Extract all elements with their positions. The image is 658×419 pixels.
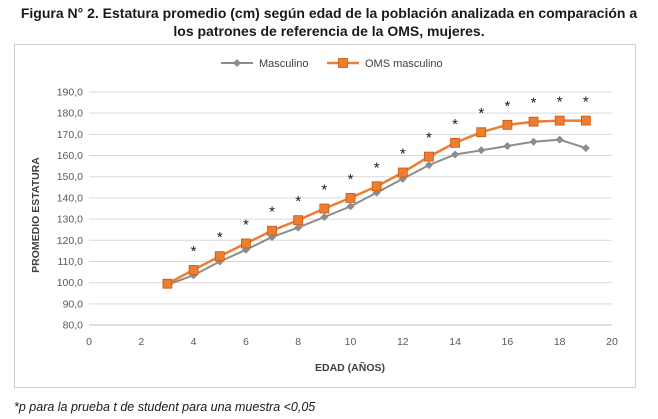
data-point-masculino xyxy=(451,150,460,159)
chart-frame: 80,0 90,0 100,0 110,0 120,0 130,0 140,0 150,0 16… xyxy=(14,44,636,388)
data-point-oms-masculino xyxy=(188,265,199,275)
y-tick-label: 120,0 xyxy=(57,235,83,247)
y-tick-label: 170,0 xyxy=(57,129,83,141)
significance-asterisk: * xyxy=(531,95,537,112)
data-point-oms-masculino xyxy=(240,238,251,249)
data-point-oms-masculino xyxy=(424,151,434,162)
significance-asterisk: * xyxy=(269,204,275,221)
significance-asterisk: * xyxy=(217,229,223,246)
series-line-oms-masculino xyxy=(166,119,586,285)
data-point-oms-masculino xyxy=(502,119,513,130)
significance-asterisk: * xyxy=(426,130,432,147)
data-point-oms-masculino xyxy=(476,127,487,138)
x-tick-label: 14 xyxy=(449,336,461,348)
data-point-oms-masculino xyxy=(293,215,304,226)
footnote: *p para la prueba t de student para una … xyxy=(14,400,316,414)
data-point-masculino xyxy=(320,212,329,221)
x-tick-label: 10 xyxy=(345,336,357,348)
legend-marker-masculino xyxy=(233,59,241,67)
significance-asterisk: * xyxy=(557,94,563,111)
data-point-oms-masculino xyxy=(554,115,565,126)
x-axis-ticks: 0 2 4 6 8 10 12 14 16 18 20 xyxy=(86,336,618,348)
data-point-oms-masculino xyxy=(371,181,382,192)
figure-title-line-2: los patrones de referencia de la OMS, mu… xyxy=(173,23,485,39)
data-point-masculino xyxy=(503,142,512,151)
y-tick-label: 90,0 xyxy=(63,298,84,310)
significance-asterisk: * xyxy=(321,182,327,199)
significance-asterisk: * xyxy=(191,243,197,260)
data-point-masculino xyxy=(581,144,590,153)
x-tick-label: 6 xyxy=(243,336,249,348)
data-point-masculino xyxy=(346,202,355,211)
x-tick-label: 16 xyxy=(502,336,514,348)
y-tick-label: 140,0 xyxy=(57,192,83,204)
data-point-oms-masculino xyxy=(528,116,539,127)
data-point-oms-masculino xyxy=(319,203,330,214)
series-layer xyxy=(162,115,591,289)
data-point-oms-masculino xyxy=(450,137,461,148)
data-point-masculino xyxy=(215,257,224,266)
figure-title-line-1: Figura N° 2. Estatura promedio (cm) segú… xyxy=(20,5,638,21)
x-tick-label: 18 xyxy=(554,336,566,348)
x-axis-label: EDAD (AÑOS) xyxy=(315,361,385,374)
significance-asterisk: * xyxy=(295,193,301,210)
significance-asterisk: * xyxy=(374,159,380,176)
data-point-masculino xyxy=(529,137,538,146)
data-point-masculino xyxy=(424,161,433,170)
significance-asterisk: * xyxy=(400,145,406,162)
legend: Masculino OMS masculino xyxy=(221,58,443,70)
significance-asterisk: * xyxy=(243,216,249,233)
y-tick-label: 180,0 xyxy=(57,108,83,120)
y-tick-label: 160,0 xyxy=(57,150,83,162)
y-tick-label: 130,0 xyxy=(57,214,83,226)
data-point-oms-masculino xyxy=(397,167,408,178)
x-tick-label: 2 xyxy=(138,336,144,348)
data-point-masculino xyxy=(294,223,303,232)
data-point-oms-masculino xyxy=(162,278,173,289)
significance-asterisk: * xyxy=(348,171,354,188)
y-tick-label: 150,0 xyxy=(57,171,83,183)
y-axis-label: PROMEDIO ESTATURA xyxy=(30,157,42,273)
data-point-masculino xyxy=(189,271,198,280)
data-point-oms-masculino xyxy=(267,225,277,236)
y-axis-ticks: 80,0 90,0 100,0 110,0 120,0 130,0 140,0 150,0 16… xyxy=(57,87,83,332)
x-tick-label: 0 xyxy=(86,336,92,348)
x-tick-label: 8 xyxy=(295,336,301,348)
data-point-masculino xyxy=(477,146,486,155)
legend-label-oms-masculino: OMS masculino xyxy=(365,58,443,70)
x-tick-label: 12 xyxy=(397,336,409,348)
significance-asterisk: * xyxy=(452,116,458,133)
y-tick-label: 80,0 xyxy=(63,320,84,332)
data-point-masculino xyxy=(555,135,564,144)
data-point-oms-masculino xyxy=(345,193,356,203)
data-point-oms-masculino xyxy=(214,251,225,262)
significance-asterisk: * xyxy=(504,98,510,115)
y-tick-label: 190,0 xyxy=(57,87,83,99)
x-tick-label: 4 xyxy=(191,336,197,348)
y-tick-label: 100,0 xyxy=(57,277,83,289)
line-chart: 80,0 90,0 100,0 110,0 120,0 130,0 140,0 150,0 16… xyxy=(30,58,618,374)
data-point-oms-masculino xyxy=(580,115,591,126)
significance-asterisk: * xyxy=(478,105,484,122)
significance-markers: * * * * * * * * * * * * * * * * xyxy=(191,94,589,260)
y-tick-label: 110,0 xyxy=(58,256,84,268)
legend-label-masculino: Masculino xyxy=(259,58,309,70)
x-tick-label: 20 xyxy=(606,336,618,348)
legend-marker-oms-masculino xyxy=(338,58,348,68)
figure-title: Figura N° 2. Estatura promedio (cm) segú… xyxy=(0,4,658,40)
significance-asterisk: * xyxy=(583,94,589,111)
